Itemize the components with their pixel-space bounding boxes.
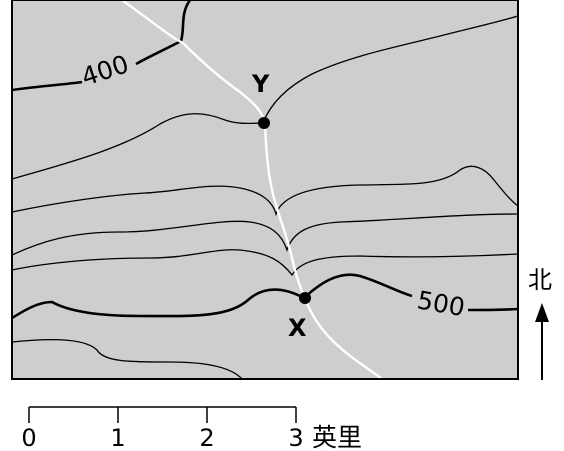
scale-bar	[28, 406, 297, 423]
point-x-label: X	[288, 314, 307, 342]
river	[121, 0, 383, 380]
contour-line	[11, 213, 519, 256]
point-y-label: Y	[251, 70, 270, 98]
contour-500	[467, 307, 519, 312]
point-x-marker	[299, 292, 311, 304]
map-frame	[11, 0, 519, 380]
scale-unit: 英里	[312, 423, 362, 451]
contour-line	[11, 113, 264, 180]
contour-500	[11, 273, 413, 320]
contour-400	[11, 80, 83, 92]
north-arrow-head	[535, 303, 549, 322]
map-background	[12, 0, 518, 379]
contour-line	[11, 338, 243, 380]
scale-label-0: 0	[21, 424, 36, 451]
scale-label-1: 1	[110, 424, 125, 451]
north-label: 北	[528, 266, 552, 294]
index-contours	[11, 0, 519, 320]
scale-label-3: 3	[288, 424, 303, 451]
contour-lines	[11, 15, 519, 380]
scale-label-2: 2	[199, 424, 214, 451]
point-y-marker	[258, 117, 270, 129]
north-arrow: 北	[528, 266, 552, 380]
contour-line	[262, 15, 519, 124]
contour-line	[11, 165, 519, 217]
contour-line	[11, 249, 519, 277]
